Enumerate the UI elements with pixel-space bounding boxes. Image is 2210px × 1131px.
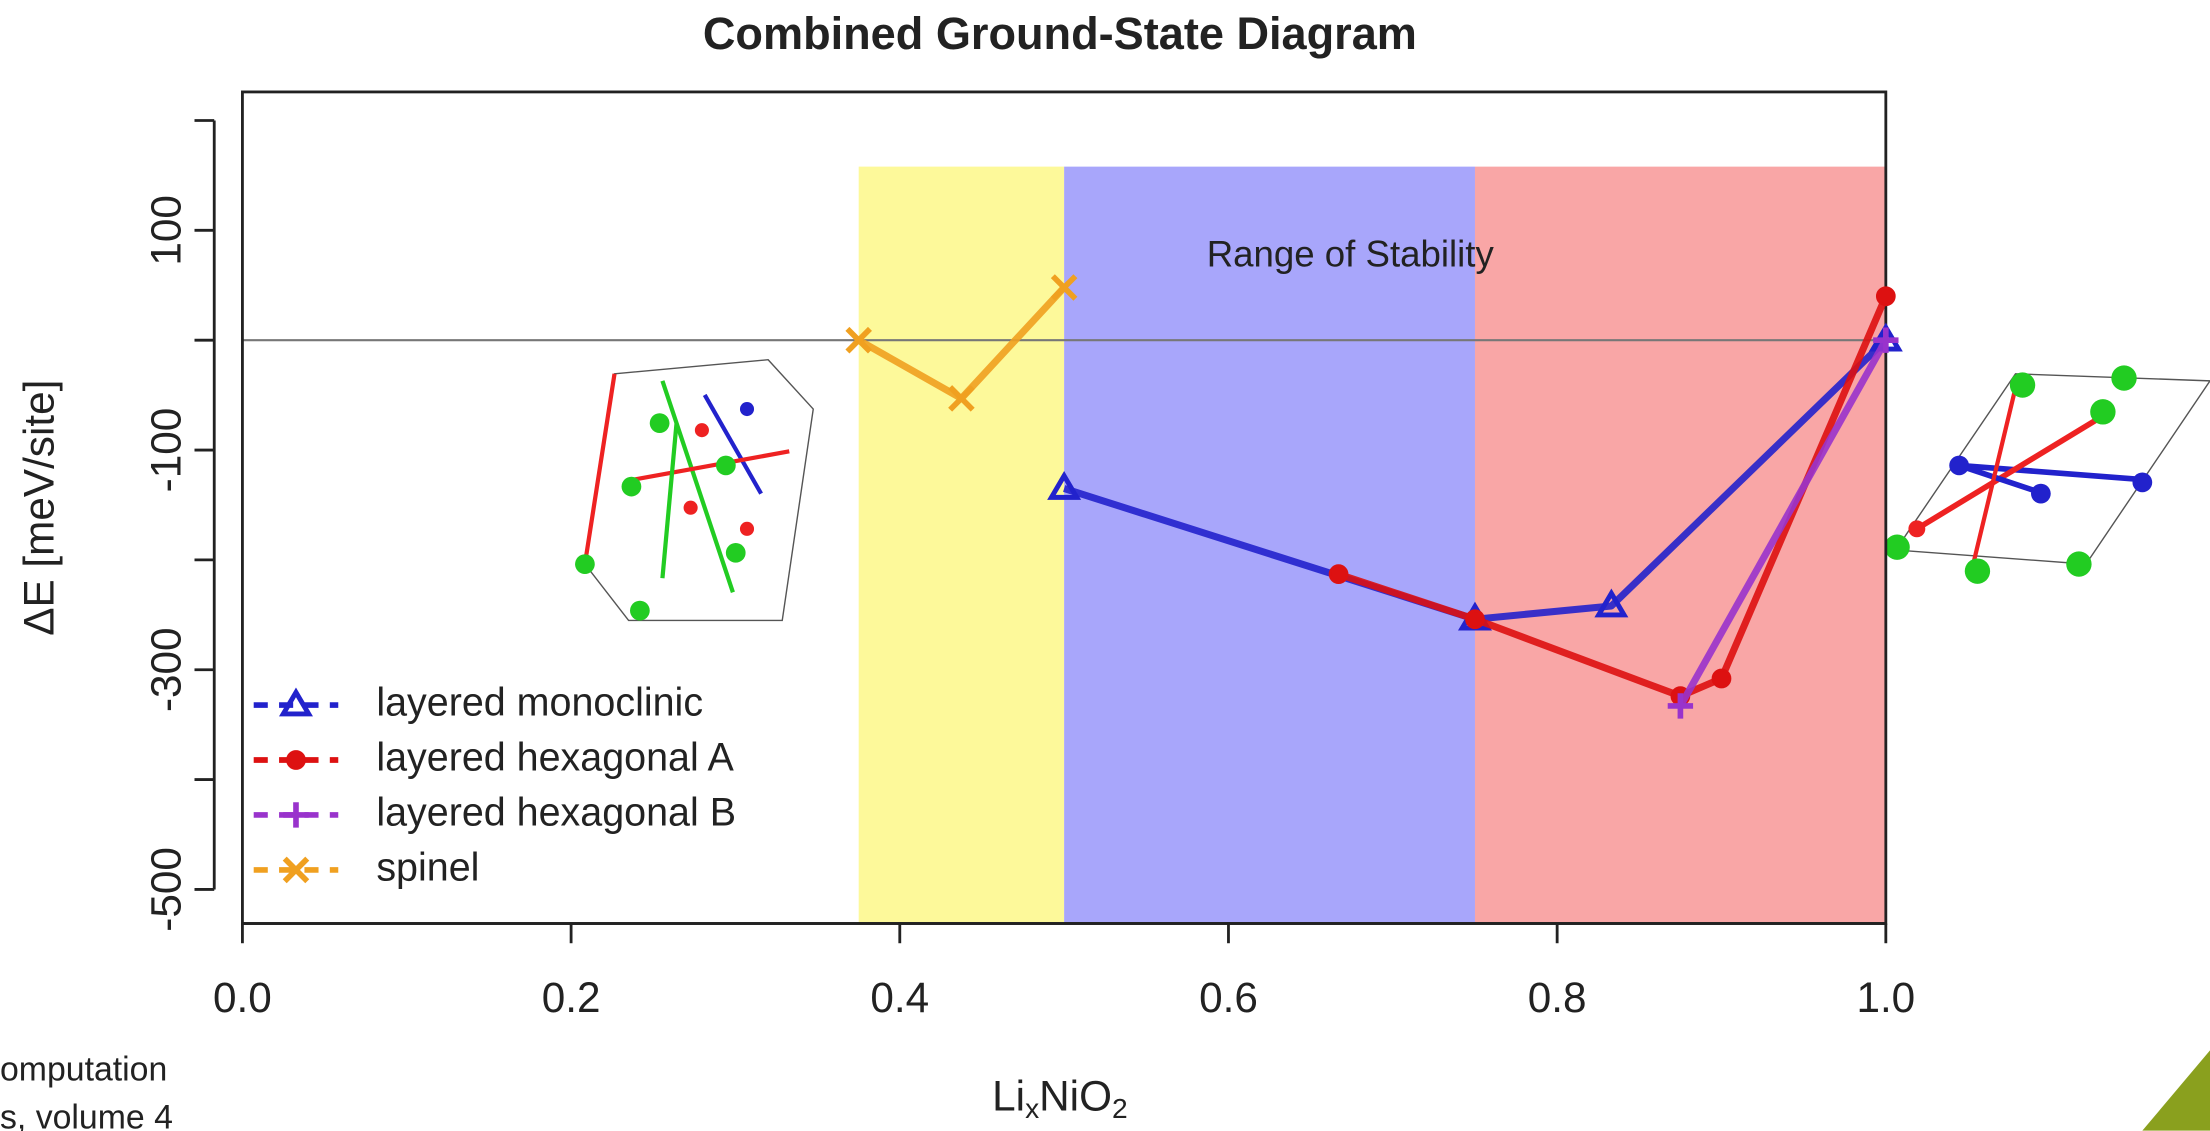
- marker-plus: [1873, 327, 1899, 353]
- y-tick-label: -500: [142, 847, 189, 932]
- marker-circle: [1328, 564, 1349, 585]
- series-line: [1063, 337, 1889, 623]
- corner-accent: [2142, 1050, 2210, 1131]
- crystal-right: [1884, 365, 2210, 584]
- legend-label: layered hexagonal A: [376, 735, 734, 779]
- y-tick-label: -300: [142, 627, 189, 712]
- y-tick-label: 100: [142, 195, 189, 266]
- x-tick-label: 0.0: [213, 974, 272, 1021]
- legend-label: layered monoclinic: [376, 680, 703, 724]
- annotation: Range of Stability: [1207, 234, 1495, 275]
- marker-cross: [1050, 274, 1078, 301]
- x-axis-label: LixNiO2: [992, 1073, 1127, 1125]
- stability-band: [1064, 166, 1475, 924]
- x-tick-label: 0.6: [1199, 974, 1258, 1021]
- x-axis-label-part: 2: [1112, 1092, 1128, 1124]
- marker-triangle: [1047, 470, 1082, 500]
- stability-band: [858, 166, 1065, 924]
- legend-label: spinel: [376, 845, 479, 889]
- x-tick-label: 0.4: [870, 974, 929, 1021]
- y-axis-label: ΔE [meV/site]: [15, 380, 62, 636]
- y-tick-label: -100: [142, 408, 189, 493]
- chart-title: Combined Ground-State Diagram: [703, 8, 1417, 59]
- legend-label: layered hexagonal B: [376, 790, 736, 834]
- marker-circle: [1711, 668, 1732, 689]
- crystal-left: [575, 358, 814, 622]
- series-line: [1677, 338, 1889, 708]
- marker-circle: [1875, 286, 1896, 307]
- marker-cross: [948, 385, 975, 412]
- marker-plus: [283, 802, 309, 828]
- marker-cross: [282, 856, 310, 884]
- footer-text: s, volume 4: [0, 1098, 173, 1131]
- marker-circle: [286, 750, 306, 770]
- marker-circle: [1465, 609, 1485, 630]
- x-axis-label-part: Li: [992, 1073, 1025, 1120]
- marker-triangle: [278, 687, 313, 717]
- x-tick-label: 0.8: [1528, 974, 1587, 1021]
- marker-cross: [845, 326, 872, 354]
- x-axis-label-part: NiO: [1039, 1073, 1112, 1120]
- footer-text: omputation: [0, 1050, 167, 1088]
- x-axis-label-part: x: [1025, 1092, 1039, 1124]
- x-tick-label: 1.0: [1856, 974, 1915, 1021]
- x-tick-label: 0.2: [542, 974, 601, 1021]
- marker-triangle: [1594, 588, 1629, 618]
- marker-plus: [1667, 693, 1694, 719]
- stability-band: [1474, 166, 1886, 924]
